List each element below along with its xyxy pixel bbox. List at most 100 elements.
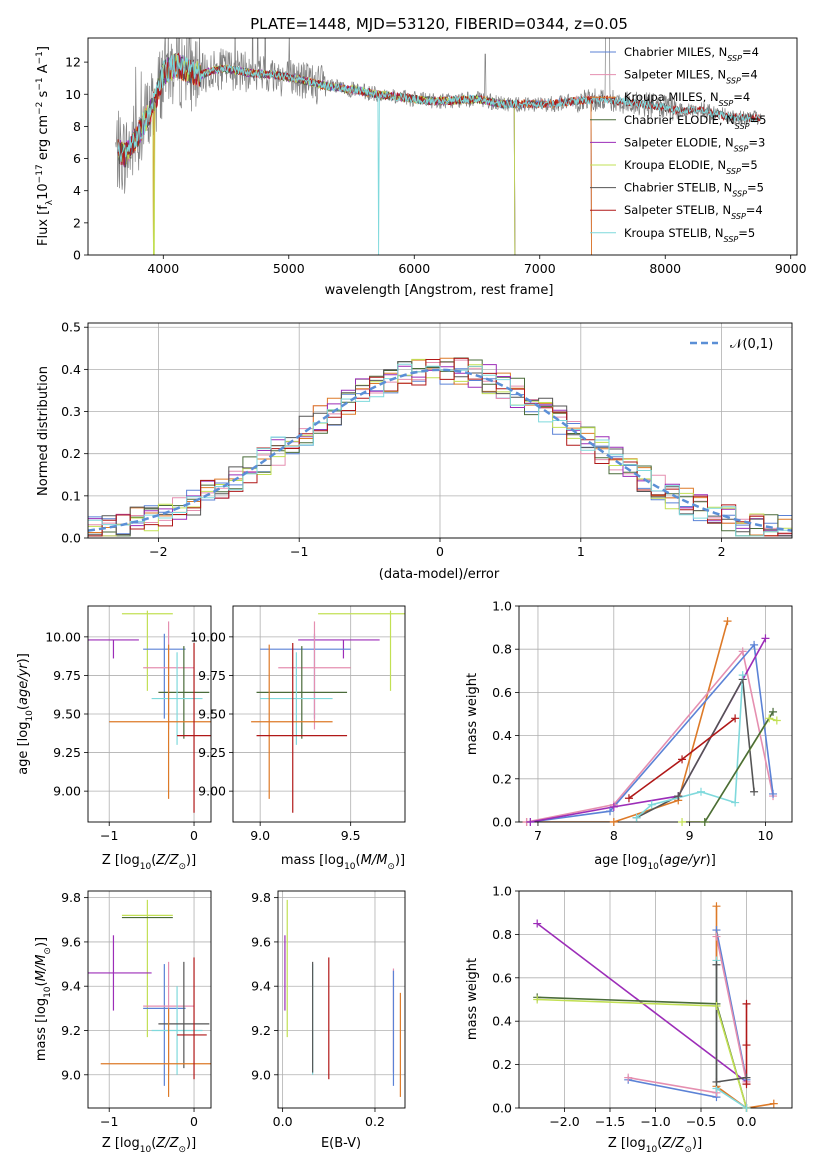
weight_vs_age-xlabel-part: ( bbox=[659, 853, 664, 868]
mass_vs_Z-ytick-label: 9.2 bbox=[61, 1023, 81, 1038]
weight_vs_Z-xtick-label: −1.5 bbox=[595, 1114, 625, 1129]
mass_vs_Z-xtick-label: 0 bbox=[190, 1114, 198, 1129]
spectrum-legend-label: Salpeter ELODIE, NSSP=3 bbox=[624, 135, 765, 153]
residual-hist-kroupa_stelib bbox=[88, 363, 792, 537]
residuals-ylabel: Normed distribution bbox=[36, 366, 51, 496]
age_vs_mass-xtick-label: 9.5 bbox=[341, 828, 361, 843]
legend-sub: SSP bbox=[724, 234, 739, 243]
weight_vs_Z-ytick-label: 0.0 bbox=[492, 1101, 512, 1116]
weight_vs_age-ytick-label: 0.4 bbox=[492, 728, 512, 743]
weight_vs_age-xlabel-part: 10 bbox=[647, 862, 659, 872]
spectrum-legend-label: Kroupa ELODIE, NSSP=5 bbox=[624, 158, 758, 176]
age_vs_Z-ytick-label: 9.00 bbox=[53, 784, 81, 799]
normal-legend-label: 𝒩(0,1) bbox=[730, 337, 773, 352]
age_vs_Z-plot-area bbox=[88, 610, 211, 813]
age_vs_Z-ytick-label: 9.25 bbox=[53, 745, 81, 760]
weight_vs_Z-xlabel-part: Z/Z bbox=[661, 1136, 685, 1151]
weight_vs_age-marker-salpeter_stelib bbox=[678, 755, 687, 764]
spectrum-ylabel-part: λ bbox=[45, 199, 55, 205]
spectrum-legend-label: Salpeter STELIB, NSSP=4 bbox=[624, 203, 763, 221]
legend-sub: SSP bbox=[726, 76, 741, 85]
residuals-plot-area bbox=[88, 357, 792, 537]
legend-name: Salpeter ELODIE, N bbox=[624, 135, 734, 149]
legend-n: =5 bbox=[738, 226, 755, 240]
weight_vs_age-marker-chabrier_stelib bbox=[674, 792, 683, 801]
mass_vs_Z-ylabel-part: ⊙ bbox=[43, 947, 53, 955]
weight_vs_Z-marker-chabrier_stelib bbox=[712, 960, 721, 969]
spectrum-xlabel: wavelength [Angstrom, rest frame] bbox=[325, 283, 554, 298]
spectrum-frame bbox=[87, 37, 798, 256]
weight_vs_age-marker-chabrier_stelib bbox=[750, 787, 759, 796]
weight_vs_age-marker-kroupa_stelib bbox=[738, 671, 747, 680]
mass_vs_Z-plot-area bbox=[88, 899, 211, 1097]
legend-n: =4 bbox=[741, 68, 758, 82]
age_vs_mass-ytick-label: 9.00 bbox=[198, 784, 226, 799]
mass_vs_Z-xlabel-part: )] bbox=[186, 1136, 196, 1151]
age_vs_Z-ylabel-part: )] bbox=[16, 653, 31, 663]
mass_vs_Z-ylabel-part: 10 bbox=[43, 986, 53, 998]
weight_vs_Z-xlabel-part: 10 bbox=[646, 1145, 658, 1155]
residuals-ytick-label: 0.3 bbox=[61, 404, 81, 419]
spectrum-ylabel-part: ] bbox=[36, 46, 51, 51]
spectrum-xtick-label: 4000 bbox=[147, 261, 179, 276]
legend-sub: SSP bbox=[727, 54, 742, 63]
mass_vs_ebv-ytick-label: 9.2 bbox=[251, 1023, 271, 1038]
weight_vs_Z-xlabel-part: )] bbox=[692, 1136, 702, 1151]
weight_vs_Z-xlabel-part: ⊙ bbox=[684, 1145, 692, 1155]
spectrum-ytick-label: 6 bbox=[73, 151, 81, 166]
mass_vs_Z-panel: −1 09.09.29.49.69.8Z [log10(Z/Z⊙)]mass [l… bbox=[34, 890, 212, 1155]
residuals-ytick-label: 0.4 bbox=[61, 362, 81, 377]
age_vs_Z-xlabel-part: Z/Z bbox=[155, 853, 179, 868]
legend-n: =4 bbox=[733, 90, 750, 104]
age_vs_Z-xlabel-part: )] bbox=[186, 853, 196, 868]
age_vs_mass-xlabel-part: 10 bbox=[344, 862, 356, 872]
weight_vs_age-marker-chabrier_miles bbox=[750, 640, 759, 649]
weight_vs_Z-marker-kroupa_elodie bbox=[533, 995, 542, 1004]
weight_vs_age-ytick-label: 0.8 bbox=[492, 642, 512, 657]
residuals-xtick-label: −2 bbox=[149, 544, 167, 559]
spectrum-xtick-label: 5000 bbox=[273, 261, 305, 276]
mass_vs_Z-xlabel-part: ( bbox=[151, 1136, 156, 1151]
residuals-ytick-label: 0.2 bbox=[61, 446, 81, 461]
spectrum-plot-area bbox=[115, 38, 761, 255]
age_vs_mass-ytick-label: 10.00 bbox=[190, 629, 226, 644]
weight_vs_age-marker-kroupa_stelib bbox=[697, 787, 705, 796]
figure-title: PLATE=1448, MJD=53120, FIBERID=0344, z=0… bbox=[250, 15, 628, 33]
age_vs_mass-ytick-label: 9.25 bbox=[198, 745, 226, 760]
legend-n: =5 bbox=[741, 158, 758, 172]
weight_vs_Z-marker-salpeter_elodie bbox=[533, 919, 542, 928]
legend-name: Chabrier STELIB, N bbox=[624, 181, 732, 195]
weight_vs_Z-marker-salpeter_stelib bbox=[742, 1080, 751, 1089]
weight_vs_Z-ytick-label: 1.0 bbox=[492, 884, 512, 899]
spectrum-ylabel: Flux [fλ10−17 erg cm−2 s−1 A−1] bbox=[35, 46, 55, 246]
age_vs_mass-plot-area bbox=[251, 610, 405, 813]
weight_vs_Z-xlabel: Z [log10(Z/Z⊙)] bbox=[608, 1136, 702, 1155]
weight_vs_age-xlabel-part: age [log bbox=[594, 853, 647, 868]
residuals-ytick-label: 0.0 bbox=[61, 531, 81, 546]
weight_vs_Z-marker-salpeter_miles bbox=[624, 1073, 633, 1082]
spectrum-xtick-label: 7000 bbox=[524, 261, 556, 276]
spectrum-xtick-label: 9000 bbox=[775, 261, 807, 276]
weight_vs_age-ytick-label: 0.0 bbox=[492, 815, 512, 830]
legend-n: =5 bbox=[750, 113, 767, 127]
residuals-xtick-label: 1 bbox=[577, 544, 585, 559]
mass_vs_ebv-ytick-label: 9.6 bbox=[251, 934, 271, 949]
weight_vs_age-ytick-label: 0.6 bbox=[492, 685, 512, 700]
weight_vs_Z-marker-chabrier_stelib bbox=[712, 1077, 721, 1086]
spectrum-legend-label: Chabrier ELODIE, NSSP=5 bbox=[624, 113, 766, 131]
age_vs_Z-ylabel-part: age/yr bbox=[16, 662, 31, 705]
weight_vs_Z-line-kroupa_elodie bbox=[537, 998, 748, 1108]
spectrum-ytick-label: 2 bbox=[73, 215, 81, 230]
mass_vs_Z-xlabel-part: 10 bbox=[140, 1145, 152, 1155]
legend-sub: SSP bbox=[719, 99, 734, 108]
weight_vs_Z-xtick-label: 0.0 bbox=[737, 1114, 757, 1129]
legend-name: Chabrier ELODIE, N bbox=[624, 113, 735, 127]
legend-sub: SSP bbox=[726, 167, 741, 176]
mass_vs_Z-ylabel: mass [log10(M/M⊙)] bbox=[34, 937, 53, 1061]
mass_vs_Z-ylabel-part: ( bbox=[34, 981, 49, 986]
spectrum-ytick-label: 4 bbox=[73, 183, 81, 198]
age_vs_mass-xlabel-part: mass [log bbox=[281, 853, 344, 868]
age_vs_mass-ytick-label: 9.75 bbox=[198, 668, 226, 683]
weight_vs_age-marker-chabrier_elodie bbox=[700, 818, 709, 826]
